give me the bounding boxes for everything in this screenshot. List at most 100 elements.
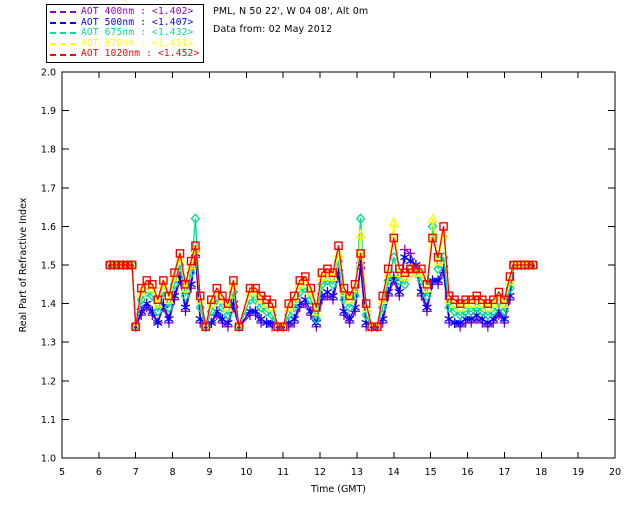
marker-diamond xyxy=(328,278,338,290)
y-tick-label: 1.3 xyxy=(41,338,56,349)
x-tick-label: 19 xyxy=(572,467,584,478)
marker-asterisk xyxy=(328,290,338,301)
marker-square xyxy=(500,295,509,305)
legend-line-swatch xyxy=(50,11,76,14)
y-axis-title: Real Part of Refractive Index xyxy=(18,197,29,332)
marker-square xyxy=(489,295,498,305)
data-date-line: Data from: 02 May 2012 xyxy=(213,24,333,35)
x-tick-label: 18 xyxy=(535,467,547,478)
marker-square xyxy=(328,268,338,278)
asterisk-stroke xyxy=(483,319,493,327)
x-tick-label: 16 xyxy=(461,467,473,478)
x-tick-label: 11 xyxy=(277,467,289,478)
x-tick-label: 17 xyxy=(498,467,510,478)
marker-diamond xyxy=(528,259,538,271)
legend-item-label: AOT 870nm : <1.451> xyxy=(81,37,194,49)
marker-square xyxy=(301,272,310,281)
marker-asterisk xyxy=(433,275,443,286)
marker-square xyxy=(289,291,299,301)
marker-diamond xyxy=(180,290,191,302)
marker-square xyxy=(148,280,157,289)
marker-square xyxy=(505,272,515,281)
marker-diamond xyxy=(317,278,327,290)
legend-item: AOT 870nm : <1.451> xyxy=(50,37,199,50)
x-axis-title: Time (GMT) xyxy=(310,484,366,495)
marker-diamond xyxy=(433,263,443,275)
marker-square xyxy=(312,303,321,312)
marker-square xyxy=(212,283,222,293)
marker-diamond xyxy=(466,305,477,317)
marker-diamond xyxy=(377,302,388,313)
marker-square xyxy=(389,233,399,243)
marker-diamond xyxy=(344,302,355,313)
marker-diamond xyxy=(200,321,211,333)
asterisk-stroke xyxy=(339,308,349,315)
marker-square xyxy=(278,322,288,332)
x-tick-label: 8 xyxy=(170,467,176,478)
asterisk-stroke xyxy=(433,277,443,284)
asterisk-stroke xyxy=(344,315,355,323)
asterisk-stroke xyxy=(394,288,405,296)
marker-square xyxy=(181,280,190,289)
series-aot-1020nm xyxy=(105,222,538,332)
marker-square xyxy=(433,252,443,262)
y-tick-label: 1.4 xyxy=(41,299,56,310)
marker-square xyxy=(153,295,163,305)
marker-square xyxy=(339,283,349,293)
marker-square xyxy=(439,222,448,231)
legend-line-swatch xyxy=(50,32,76,35)
marker-square xyxy=(170,268,179,278)
marker-square xyxy=(207,295,216,305)
marker-diamond xyxy=(130,321,141,333)
marker-square xyxy=(123,260,132,270)
y-tick-label: 1.2 xyxy=(41,376,56,387)
marker-square xyxy=(406,264,415,274)
marker-square xyxy=(191,241,200,251)
marker-diamond xyxy=(164,302,174,313)
marker-square xyxy=(245,283,255,293)
marker-triangle xyxy=(388,216,399,227)
marker-square xyxy=(114,260,124,270)
marker-square xyxy=(118,260,128,270)
asterisk-stroke xyxy=(164,315,174,323)
marker-diamond xyxy=(455,309,465,321)
marker-square xyxy=(494,287,504,297)
marker-square xyxy=(159,276,168,285)
marker-square xyxy=(367,322,376,332)
marker-triangle xyxy=(355,228,366,239)
x-tick-label: 9 xyxy=(206,467,212,478)
marker-asterisk xyxy=(422,302,432,313)
x-tick-label: 20 xyxy=(609,467,621,478)
marker-triangle xyxy=(438,228,449,239)
marker-diamond xyxy=(355,213,366,225)
marker-square xyxy=(223,299,233,308)
x-tick-label: 10 xyxy=(240,467,252,478)
marker-square xyxy=(195,291,205,301)
marker-square xyxy=(234,322,244,332)
y-tick-label: 1.8 xyxy=(41,145,56,156)
marker-diamond xyxy=(427,220,438,232)
marker-diamond xyxy=(482,309,493,321)
legend-item: AOT 400nm : <1.402> xyxy=(50,6,199,18)
marker-square xyxy=(201,322,211,332)
marker-square xyxy=(350,280,360,289)
marker-diamond xyxy=(400,278,410,290)
legend-line-swatch xyxy=(50,43,76,46)
marker-square xyxy=(229,276,238,285)
asterisk-stroke xyxy=(499,315,510,323)
marker-square xyxy=(175,249,185,258)
legend: AOT 400nm : <1.402> AOT 500nm : <1.407> AO… xyxy=(46,4,205,63)
marker-square xyxy=(306,283,316,293)
y-tick-label: 1.5 xyxy=(41,261,56,272)
legend-item-label: AOT 675nm : <1.432> xyxy=(81,27,194,39)
marker-square xyxy=(110,260,119,270)
asterisk-stroke xyxy=(455,319,465,327)
marker-square xyxy=(528,260,538,270)
marker-square xyxy=(361,299,371,308)
marker-square xyxy=(127,260,137,270)
x-tick-label: 15 xyxy=(425,467,437,478)
asterisk-stroke xyxy=(153,319,163,327)
asterisk-stroke xyxy=(466,315,476,323)
legend-item: AOT 500nm : <1.407> xyxy=(50,17,199,29)
